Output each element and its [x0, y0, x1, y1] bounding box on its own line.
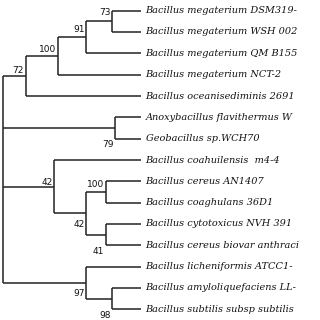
Text: Bacillus megaterium NCT-2: Bacillus megaterium NCT-2 — [146, 70, 282, 79]
Text: 72: 72 — [12, 66, 24, 75]
Text: 73: 73 — [99, 8, 110, 17]
Text: 91: 91 — [73, 25, 85, 34]
Text: Bacillus licheniformis ATCC1-: Bacillus licheniformis ATCC1- — [146, 262, 293, 271]
Text: Bacillus subtilis subsp subtilis: Bacillus subtilis subsp subtilis — [146, 305, 294, 314]
Text: Bacillus megaterium DSM319-: Bacillus megaterium DSM319- — [146, 6, 298, 15]
Text: 97: 97 — [73, 290, 85, 299]
Text: 100: 100 — [39, 45, 56, 54]
Text: Bacillus amyloliquefaciens LL-: Bacillus amyloliquefaciens LL- — [146, 284, 296, 292]
Text: 98: 98 — [99, 311, 110, 320]
Text: Bacillus coaghulans 36D1: Bacillus coaghulans 36D1 — [146, 198, 274, 207]
Text: Bacillus cereus biovar anthraci: Bacillus cereus biovar anthraci — [146, 241, 300, 250]
Text: Bacillus cereus AN1407: Bacillus cereus AN1407 — [146, 177, 264, 186]
Text: Anoxybacillus flavithermus W: Anoxybacillus flavithermus W — [146, 113, 292, 122]
Text: 42: 42 — [42, 178, 53, 187]
Text: Bacillus coahuilensis  m4-4: Bacillus coahuilensis m4-4 — [146, 156, 280, 164]
Text: 41: 41 — [92, 247, 104, 256]
Text: Bacillus oceanisediminis 2691: Bacillus oceanisediminis 2691 — [146, 92, 295, 100]
Text: Bacillus megaterium QM B155: Bacillus megaterium QM B155 — [146, 49, 298, 58]
Text: 79: 79 — [102, 140, 114, 149]
Text: 42: 42 — [74, 220, 85, 229]
Text: 100: 100 — [87, 180, 104, 189]
Text: Geobacillus sp.WCH70: Geobacillus sp.WCH70 — [146, 134, 259, 143]
Text: Bacillus cytotoxicus NVH 391: Bacillus cytotoxicus NVH 391 — [146, 220, 293, 228]
Text: Bacillus megaterium WSH 002: Bacillus megaterium WSH 002 — [146, 28, 298, 36]
